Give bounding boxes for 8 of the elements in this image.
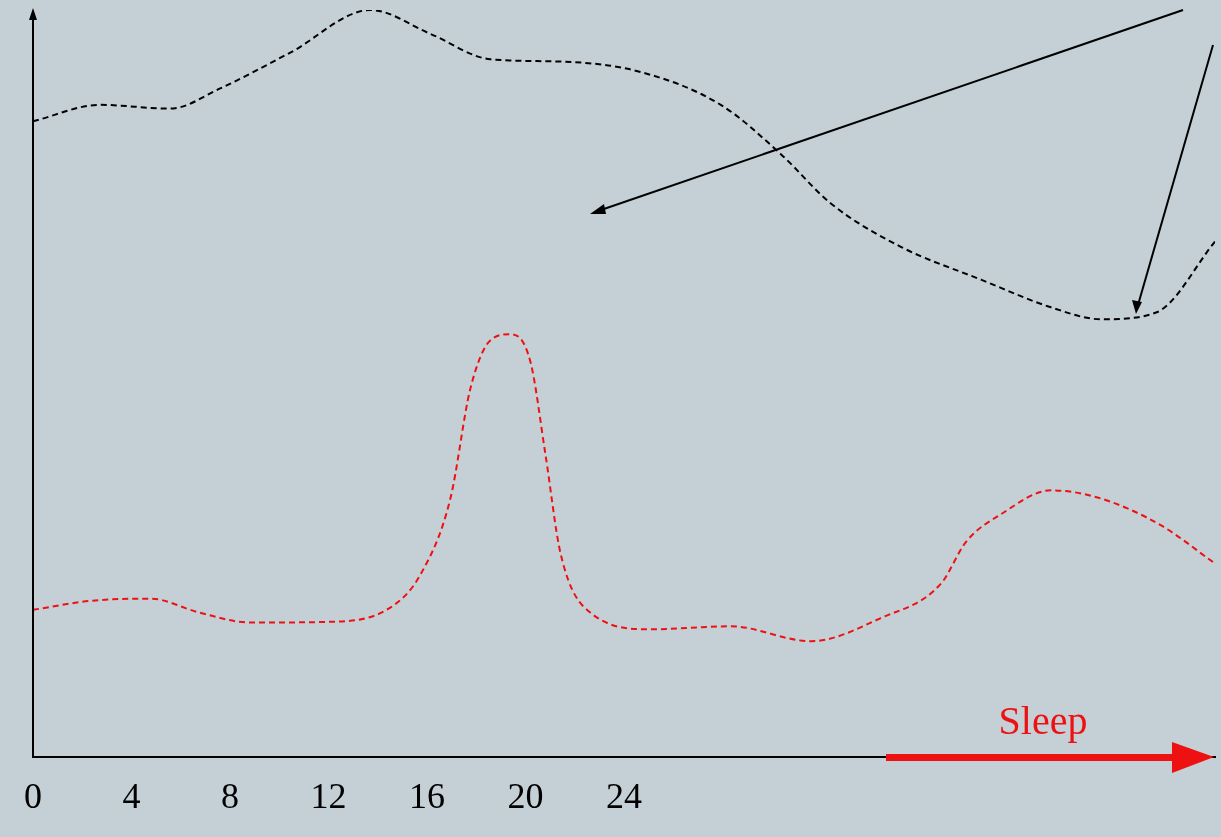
x-tick-label: 8 xyxy=(221,776,239,817)
x-tick-label: 20 xyxy=(507,776,544,817)
x-tick-label: 16 xyxy=(409,776,445,817)
x-tick-label: 24 xyxy=(606,776,642,817)
annotation: Sleep xyxy=(998,697,1088,743)
x-tick-label: 4 xyxy=(122,776,141,817)
x-tick-label: 12 xyxy=(310,776,347,817)
x-tick-label: 0 xyxy=(24,776,42,817)
